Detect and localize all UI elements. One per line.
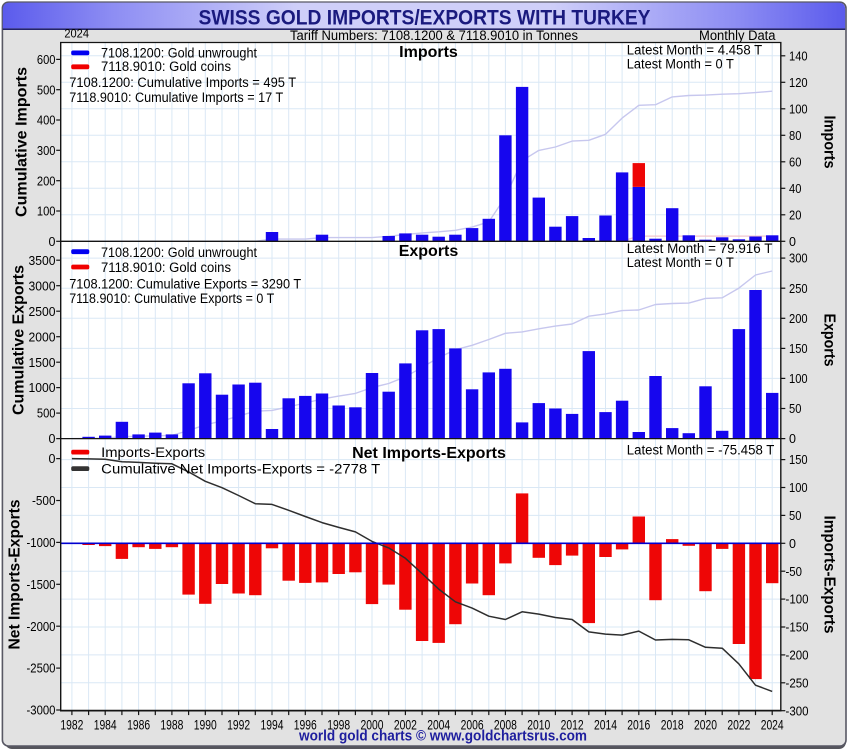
svg-text:2016: 2016 bbox=[627, 718, 650, 733]
svg-text:2004: 2004 bbox=[427, 718, 450, 733]
svg-text:Monthly Data: Monthly Data bbox=[699, 28, 776, 43]
svg-text:40: 40 bbox=[789, 182, 801, 196]
svg-text:600: 600 bbox=[37, 53, 56, 67]
svg-text:Latest Month = 0 T: Latest Month = 0 T bbox=[627, 56, 734, 71]
svg-text:SWISS GOLD IMPORTS/EXPORTS WIT: SWISS GOLD IMPORTS/EXPORTS WITH TURKEY bbox=[199, 7, 651, 30]
svg-text:-1000: -1000 bbox=[27, 536, 56, 550]
svg-text:2024: 2024 bbox=[761, 718, 784, 733]
svg-text:7108.1200: Cumulative Exports: 7108.1200: Cumulative Exports = 3290 T bbox=[69, 276, 301, 291]
svg-text:2500: 2500 bbox=[29, 305, 56, 319]
svg-text:0: 0 bbox=[49, 235, 56, 249]
svg-text:250: 250 bbox=[789, 282, 808, 296]
svg-text:3000: 3000 bbox=[29, 279, 56, 293]
svg-text:2000: 2000 bbox=[361, 718, 384, 733]
svg-text:7108.1200: Cumulative Imports: 7108.1200: Cumulative Imports = 495 T bbox=[69, 75, 296, 90]
svg-text:500: 500 bbox=[37, 83, 56, 97]
svg-text:1992: 1992 bbox=[227, 718, 250, 733]
svg-text:2012: 2012 bbox=[561, 718, 584, 733]
svg-text:100: 100 bbox=[789, 372, 808, 386]
svg-text:Imports-Exports: Imports-Exports bbox=[101, 445, 205, 460]
svg-text:20: 20 bbox=[789, 208, 801, 222]
svg-text:2024: 2024 bbox=[64, 29, 89, 41]
svg-text:150: 150 bbox=[789, 342, 808, 356]
svg-text:80: 80 bbox=[789, 129, 801, 143]
svg-text:0: 0 bbox=[789, 235, 796, 249]
svg-text:-300: -300 bbox=[786, 704, 809, 718]
svg-text:2000: 2000 bbox=[29, 330, 56, 344]
svg-text:2008: 2008 bbox=[494, 718, 517, 733]
svg-text:Imports: Imports bbox=[821, 116, 838, 169]
svg-text:0: 0 bbox=[789, 432, 796, 446]
svg-text:Net Imports-Exports: Net Imports-Exports bbox=[352, 445, 506, 462]
svg-text:-2000: -2000 bbox=[27, 620, 56, 634]
svg-text:200: 200 bbox=[37, 174, 56, 188]
svg-text:140: 140 bbox=[789, 49, 808, 63]
svg-text:Latest Month = 0 T: Latest Month = 0 T bbox=[627, 255, 734, 270]
svg-text:1994: 1994 bbox=[261, 718, 284, 733]
svg-text:-250: -250 bbox=[786, 676, 809, 690]
svg-text:1998: 1998 bbox=[327, 718, 350, 733]
svg-text:120: 120 bbox=[789, 76, 808, 90]
svg-text:100: 100 bbox=[789, 481, 808, 495]
svg-text:1984: 1984 bbox=[94, 718, 117, 733]
svg-text:Tariff Numbers: 7108.1200 & 71: Tariff Numbers: 7108.1200 & 7118.9010 in… bbox=[290, 28, 578, 43]
svg-text:0: 0 bbox=[49, 432, 56, 446]
svg-text:-150: -150 bbox=[786, 621, 809, 635]
svg-text:2018: 2018 bbox=[661, 718, 684, 733]
svg-text:60: 60 bbox=[789, 155, 801, 169]
svg-text:Exports: Exports bbox=[821, 314, 838, 367]
svg-text:50: 50 bbox=[789, 402, 801, 416]
svg-text:-100: -100 bbox=[786, 593, 809, 607]
svg-text:150: 150 bbox=[789, 453, 808, 467]
svg-text:50: 50 bbox=[789, 509, 801, 523]
svg-text:Latest Month = 4.458 T: Latest Month = 4.458 T bbox=[627, 42, 762, 57]
svg-text:1000: 1000 bbox=[29, 381, 56, 395]
svg-text:-500: -500 bbox=[32, 494, 56, 508]
svg-text:Exports: Exports bbox=[399, 243, 459, 260]
svg-text:2020: 2020 bbox=[694, 718, 717, 733]
svg-text:2002: 2002 bbox=[394, 718, 417, 733]
svg-text:300: 300 bbox=[789, 252, 808, 266]
svg-text:2006: 2006 bbox=[461, 718, 484, 733]
svg-text:-200: -200 bbox=[786, 649, 809, 663]
svg-text:Cumulative Net Imports-Exports: Cumulative Net Imports-Exports = -2778 T bbox=[101, 462, 380, 477]
svg-text:100: 100 bbox=[37, 205, 56, 219]
svg-text:0: 0 bbox=[789, 537, 796, 551]
svg-text:500: 500 bbox=[37, 407, 56, 421]
svg-text:100: 100 bbox=[789, 102, 808, 116]
svg-text:Cumulative Exports: Cumulative Exports bbox=[11, 265, 28, 415]
svg-text:3500: 3500 bbox=[29, 254, 56, 268]
svg-text:7118.9010: Cumulative Exports: 7118.9010: Cumulative Exports = 0 T bbox=[69, 291, 274, 306]
svg-text:world gold charts © www.goldch: world gold charts © www.goldchartsrus.co… bbox=[298, 728, 587, 745]
svg-text:1988: 1988 bbox=[160, 718, 183, 733]
svg-text:1990: 1990 bbox=[194, 718, 217, 733]
svg-text:1500: 1500 bbox=[29, 356, 56, 370]
svg-text:Latest Month = 79.916 T: Latest Month = 79.916 T bbox=[627, 241, 773, 256]
svg-text:-2500: -2500 bbox=[27, 662, 56, 676]
svg-text:2014: 2014 bbox=[594, 718, 617, 733]
svg-text:-1500: -1500 bbox=[27, 578, 56, 592]
svg-text:200: 200 bbox=[789, 312, 808, 326]
svg-text:Imports: Imports bbox=[399, 44, 458, 61]
svg-text:1986: 1986 bbox=[127, 718, 150, 733]
svg-text:Cumulative Imports: Cumulative Imports bbox=[14, 67, 31, 217]
svg-text:7118.9010: Cumulative Imports: 7118.9010: Cumulative Imports = 17 T bbox=[69, 90, 283, 105]
svg-text:7118.9010: Gold coins: 7118.9010: Gold coins bbox=[101, 260, 231, 275]
svg-text:1996: 1996 bbox=[294, 718, 317, 733]
svg-text:7108.1200: Gold unwrought: 7108.1200: Gold unwrought bbox=[101, 245, 257, 260]
svg-text:Net Imports-Exports: Net Imports-Exports bbox=[7, 499, 24, 649]
svg-text:7118.9010: Gold coins: 7118.9010: Gold coins bbox=[101, 59, 231, 74]
svg-text:300: 300 bbox=[37, 144, 56, 158]
svg-text:2022: 2022 bbox=[727, 718, 750, 733]
svg-text:400: 400 bbox=[37, 114, 56, 128]
svg-text:0: 0 bbox=[49, 452, 56, 466]
svg-text:7108.1200: Gold unwrought: 7108.1200: Gold unwrought bbox=[101, 45, 257, 60]
svg-text:-3000: -3000 bbox=[27, 704, 56, 718]
svg-text:1982: 1982 bbox=[60, 718, 83, 733]
svg-text:Latest Month = -75.458 T: Latest Month = -75.458 T bbox=[627, 443, 775, 458]
svg-text:-50: -50 bbox=[786, 565, 803, 579]
svg-text:2010: 2010 bbox=[527, 718, 550, 733]
svg-text:Imports-Exports: Imports-Exports bbox=[821, 516, 838, 634]
